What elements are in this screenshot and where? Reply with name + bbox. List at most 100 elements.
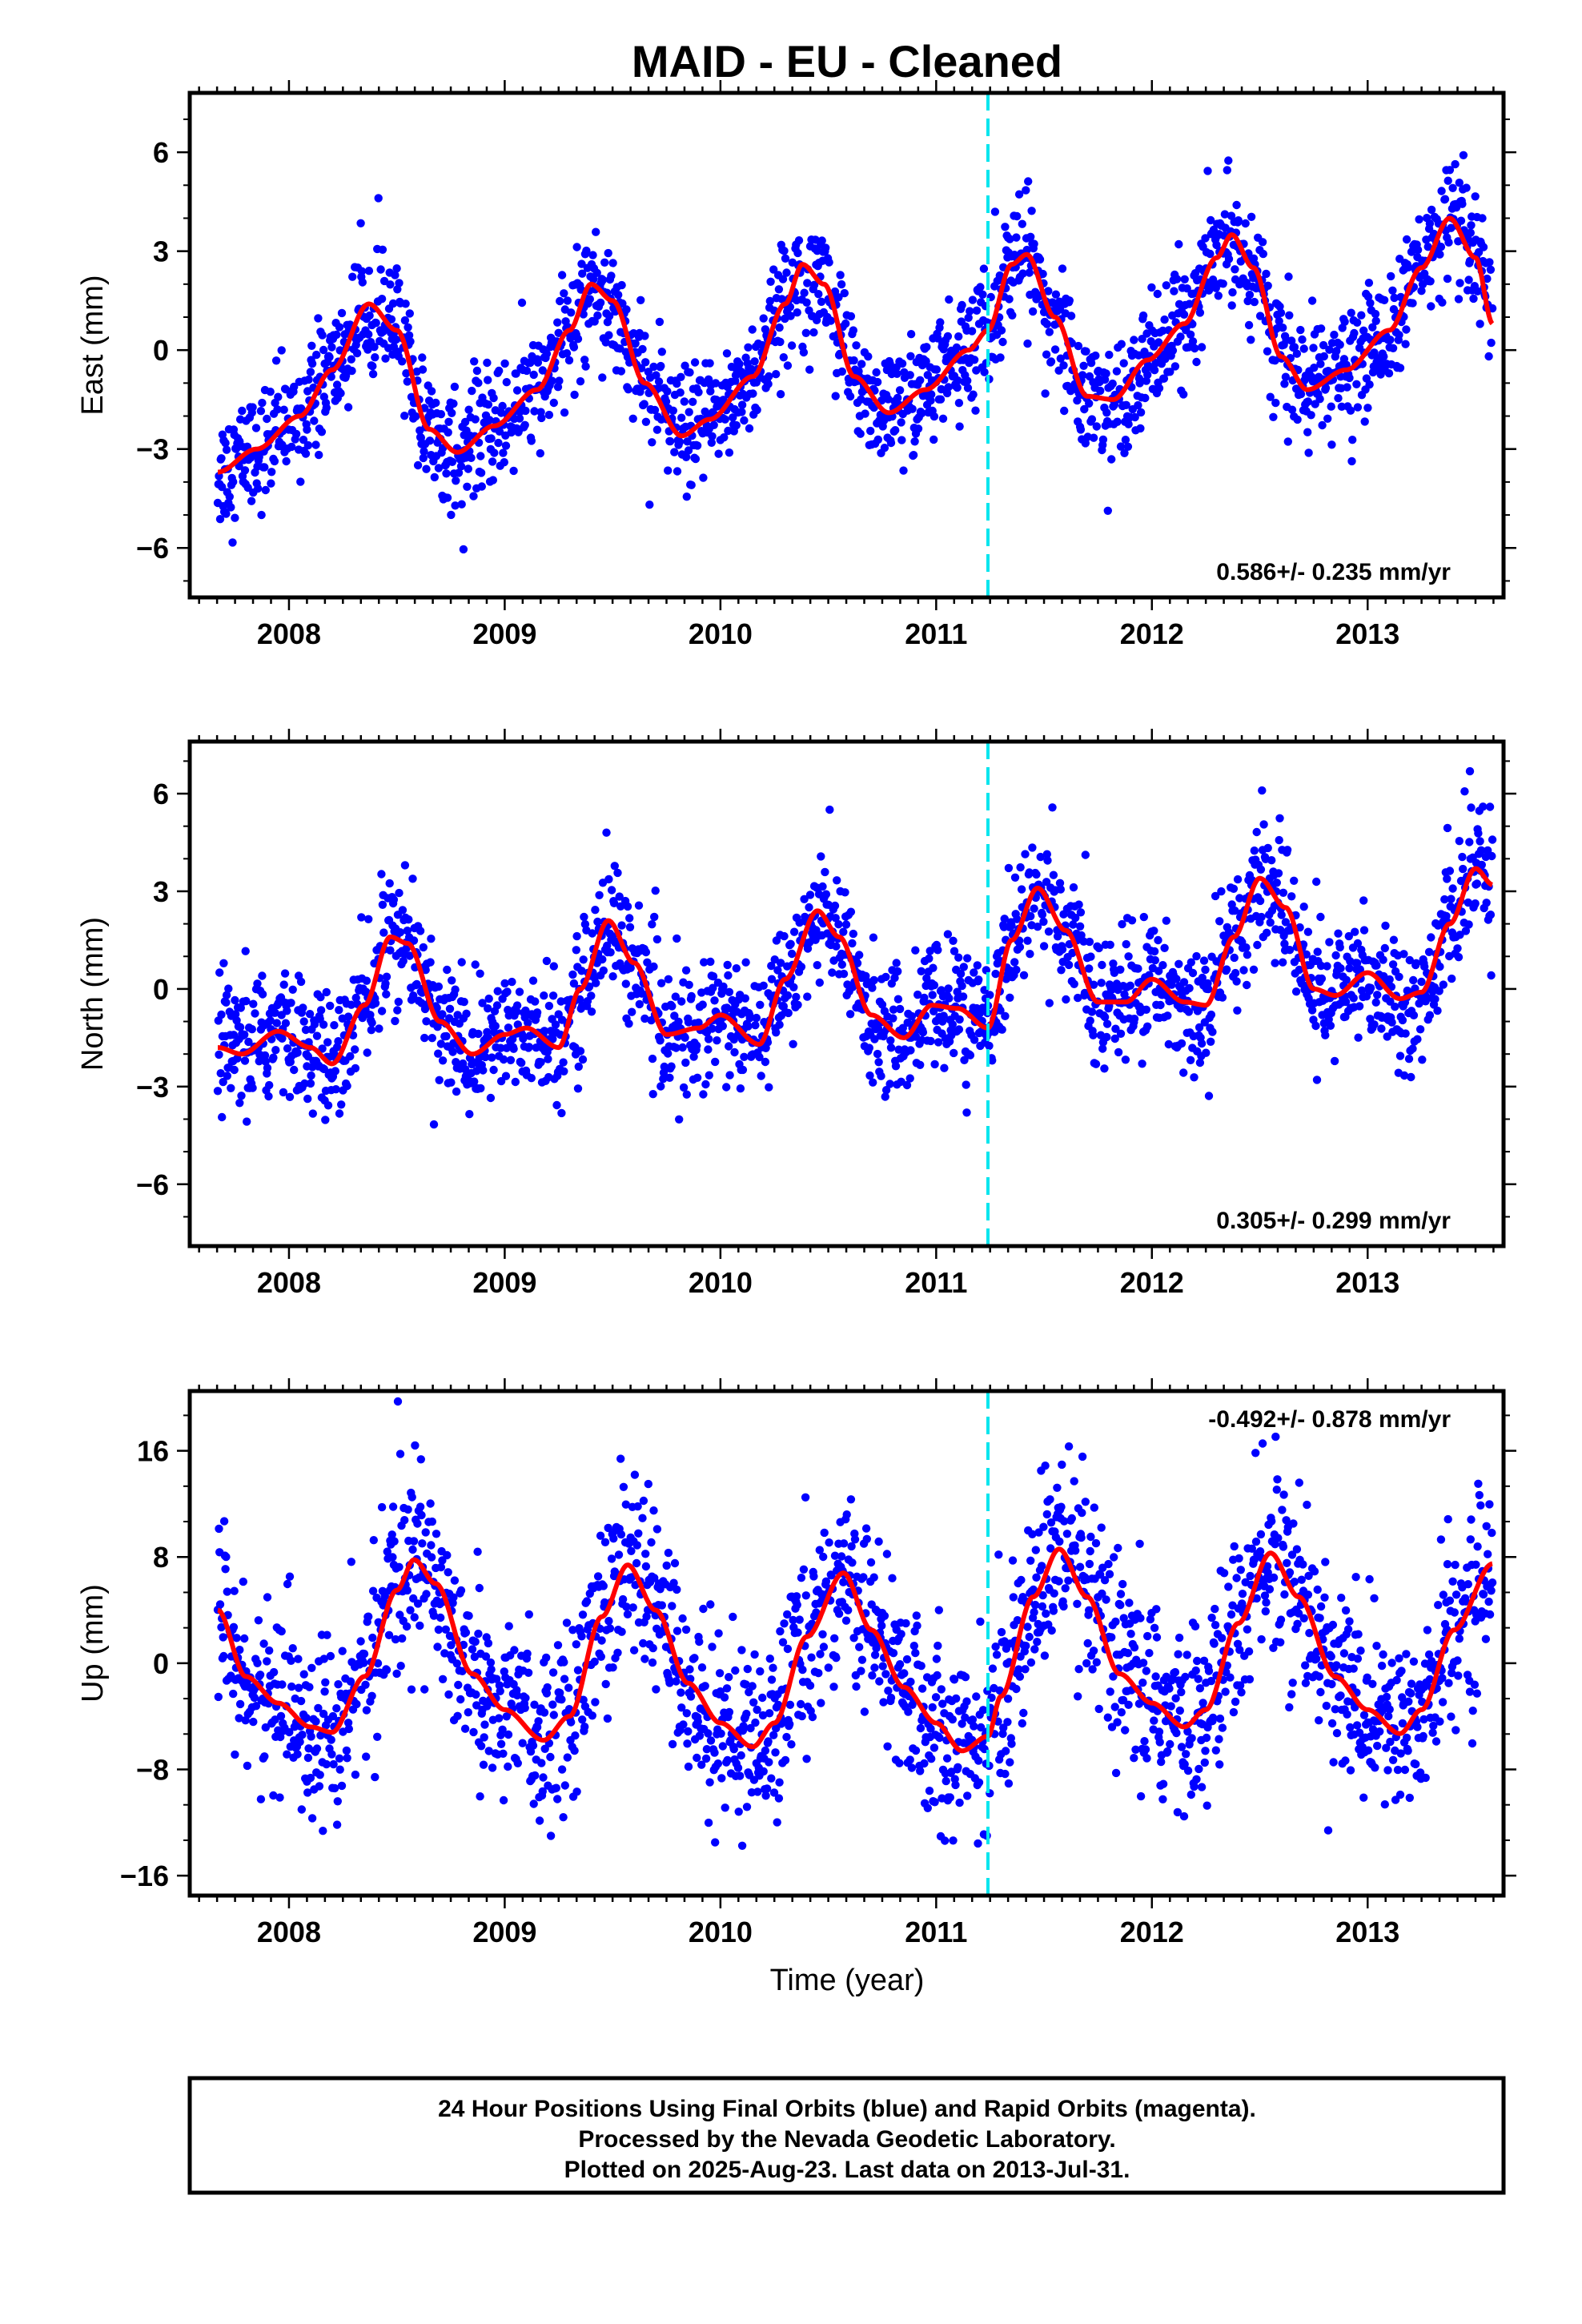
data-point xyxy=(1372,961,1381,970)
data-point xyxy=(1174,959,1183,969)
data-point xyxy=(427,935,436,943)
data-point xyxy=(1464,920,1473,929)
data-point xyxy=(1467,803,1476,812)
data-point xyxy=(287,1656,295,1665)
data-point xyxy=(1408,1044,1417,1053)
data-point xyxy=(238,406,247,416)
data-point xyxy=(540,1708,549,1717)
data-point xyxy=(222,509,231,518)
data-point xyxy=(512,386,522,395)
data-point xyxy=(849,326,858,335)
data-point xyxy=(1082,347,1090,356)
data-point xyxy=(581,362,590,371)
data-point xyxy=(532,1008,542,1017)
data-point xyxy=(908,404,917,413)
data-point xyxy=(1359,896,1368,905)
data-point xyxy=(1310,364,1319,372)
data-point xyxy=(600,258,609,267)
data-point xyxy=(956,969,966,979)
data-point xyxy=(1439,980,1448,989)
data-point xyxy=(607,271,616,280)
data-point xyxy=(523,1649,532,1659)
data-point xyxy=(388,1502,398,1511)
data-point xyxy=(805,891,815,899)
data-point xyxy=(732,420,741,430)
data-point xyxy=(519,1034,528,1043)
data-point xyxy=(849,356,858,365)
data-point xyxy=(471,415,480,424)
data-point xyxy=(425,436,435,445)
data-point xyxy=(452,476,460,485)
data-point xyxy=(591,906,600,915)
data-point xyxy=(1071,913,1080,923)
data-point xyxy=(1018,219,1027,228)
data-point xyxy=(1465,838,1474,846)
data-point xyxy=(476,468,486,477)
data-point xyxy=(1224,156,1233,165)
data-point xyxy=(429,1611,439,1620)
data-point xyxy=(310,416,319,425)
data-point xyxy=(831,392,840,400)
data-point xyxy=(1081,850,1090,859)
data-point xyxy=(1012,965,1021,975)
data-point xyxy=(399,956,408,966)
data-point xyxy=(848,939,857,948)
data-point xyxy=(1105,350,1114,360)
data-point xyxy=(495,427,504,436)
data-point xyxy=(889,1005,898,1014)
data-point xyxy=(456,462,466,471)
data-point xyxy=(776,337,785,347)
data-point xyxy=(1454,953,1464,962)
data-point xyxy=(269,1667,279,1677)
data-point xyxy=(1277,911,1286,919)
data-point xyxy=(484,400,493,409)
data-point xyxy=(1461,927,1471,935)
data-point xyxy=(873,1049,882,1059)
data-point xyxy=(648,920,656,929)
data-point xyxy=(1188,968,1198,978)
data-point xyxy=(834,920,843,929)
data-point xyxy=(478,999,487,1007)
data-point xyxy=(1250,297,1259,307)
data-point xyxy=(467,453,476,462)
data-point xyxy=(518,1739,527,1747)
data-point xyxy=(1355,1002,1364,1011)
data-point xyxy=(407,1685,416,1694)
data-point xyxy=(925,954,934,963)
data-point xyxy=(532,1043,540,1052)
data-point xyxy=(1285,946,1295,955)
data-point xyxy=(889,1014,897,1023)
data-point xyxy=(296,1696,306,1706)
data-point xyxy=(517,298,527,308)
data-point xyxy=(1160,315,1169,324)
data-point xyxy=(1466,228,1476,237)
data-point xyxy=(571,1731,580,1740)
data-point xyxy=(1385,975,1394,984)
x-tick-label: 2010 xyxy=(689,617,753,650)
data-point xyxy=(667,1062,676,1071)
data-point xyxy=(1395,1051,1405,1060)
y-tick-label: −3 xyxy=(136,433,169,466)
data-point xyxy=(709,983,717,992)
data-point xyxy=(885,359,894,368)
data-point xyxy=(939,1011,948,1020)
data-point xyxy=(1241,219,1250,228)
data-point xyxy=(403,927,412,935)
data-point xyxy=(256,407,266,416)
data-point xyxy=(631,339,640,348)
data-point xyxy=(1354,1033,1363,1042)
data-point xyxy=(531,997,540,1006)
data-point xyxy=(757,1072,765,1080)
data-point xyxy=(1014,190,1024,199)
data-point xyxy=(1279,324,1287,332)
data-point xyxy=(911,946,920,955)
data-point xyxy=(773,966,782,975)
data-point xyxy=(906,1046,915,1055)
data-point xyxy=(267,479,275,488)
data-point xyxy=(528,976,538,985)
data-point xyxy=(740,416,749,425)
data-point xyxy=(512,1007,521,1016)
data-point xyxy=(1318,420,1327,430)
data-point xyxy=(996,1006,1005,1015)
